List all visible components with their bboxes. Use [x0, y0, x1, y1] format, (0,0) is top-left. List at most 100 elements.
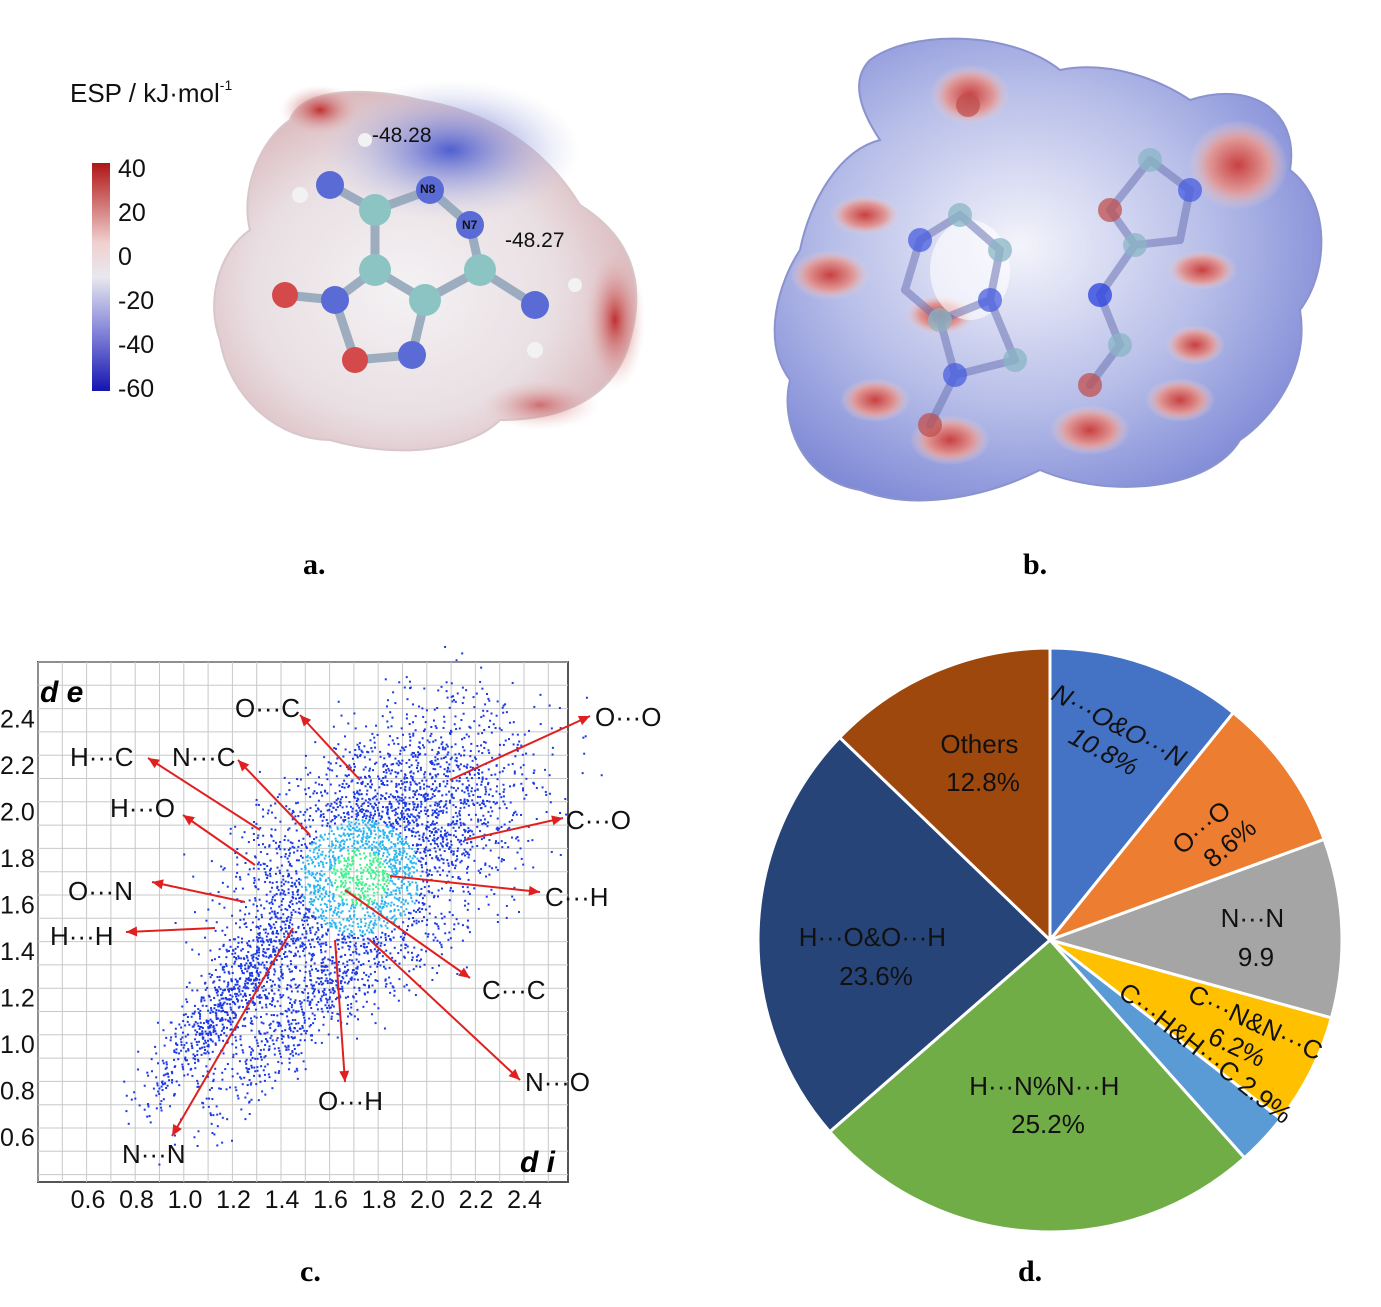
fingerprint-point — [350, 907, 353, 910]
fingerprint-point — [426, 935, 429, 938]
fingerprint-point — [146, 1115, 149, 1118]
fingerprint-point — [331, 960, 334, 963]
fingerprint-point — [408, 788, 411, 791]
fingerprint-point — [399, 912, 402, 915]
fingerprint-point — [188, 981, 191, 984]
fingerprint-point — [476, 783, 479, 786]
fingerprint-point — [398, 889, 401, 892]
fingerprint-point — [408, 884, 411, 887]
x-tick-label: 1.2 — [216, 1186, 251, 1214]
fingerprint-point — [276, 796, 279, 799]
fingerprint-point — [278, 1022, 281, 1025]
fingerprint-point — [280, 864, 283, 867]
fingerprint-point — [245, 1062, 248, 1065]
fingerprint-point — [293, 978, 296, 981]
fingerprint-point — [484, 823, 487, 826]
fingerprint-point — [226, 1002, 229, 1005]
fingerprint-point — [279, 1004, 282, 1007]
fingerprint-point — [411, 819, 414, 822]
fingerprint-point — [472, 802, 475, 805]
fingerprint-point — [221, 1004, 224, 1007]
fingerprint-point — [234, 1003, 237, 1006]
fingerprint-point — [375, 923, 378, 926]
fingerprint-point — [435, 821, 438, 824]
fingerprint-point — [264, 1038, 267, 1041]
fingerprint-point — [369, 859, 372, 862]
fingerprint-point — [428, 891, 431, 894]
fingerprint-point — [325, 878, 328, 881]
fingerprint-point — [288, 808, 291, 811]
fingerprint-point — [302, 950, 305, 953]
fingerprint-point — [494, 727, 497, 730]
fingerprint-point — [388, 966, 391, 969]
fingerprint-point — [301, 1011, 304, 1014]
fingerprint-point — [310, 891, 313, 894]
fingerprint-point — [418, 894, 421, 897]
fingerprint-point — [311, 1012, 314, 1015]
fingerprint-point — [432, 767, 435, 770]
fingerprint-point — [210, 1007, 213, 1010]
fingerprint-point — [502, 711, 505, 714]
fingerprint-point — [313, 865, 316, 868]
fingerprint-point — [380, 847, 383, 850]
fingerprint-point — [309, 965, 312, 968]
fingerprint-point — [448, 770, 451, 773]
fingerprint-point — [309, 856, 312, 859]
fingerprint-point — [319, 997, 322, 1000]
fingerprint-point — [386, 809, 389, 812]
fingerprint-point — [313, 886, 316, 889]
fingerprint-point — [407, 828, 410, 831]
fingerprint-point — [161, 1059, 164, 1062]
fingerprint-point — [420, 800, 423, 803]
fingerprint-point — [200, 1026, 203, 1029]
fingerprint-point — [304, 864, 307, 867]
fingerprint-point — [158, 1163, 161, 1166]
fingerprint-point — [312, 884, 315, 887]
contact-labels: O···C O···O H···C N···C H···O C···O O···… — [50, 693, 661, 1169]
contact-arrow — [125, 926, 216, 937]
fingerprint-point — [383, 903, 386, 906]
fingerprint-point — [374, 833, 377, 836]
fingerprint-point — [273, 1005, 276, 1008]
fingerprint-point — [194, 1038, 197, 1041]
fingerprint-point — [301, 856, 304, 859]
fingerprint-point — [397, 760, 400, 763]
fingerprint-point — [288, 944, 291, 947]
fingerprint-point — [270, 1014, 273, 1017]
fingerprint-point — [398, 862, 401, 865]
fingerprint-point — [479, 871, 482, 874]
fingerprint-point — [303, 943, 306, 946]
fingerprint-point — [326, 929, 329, 932]
fingerprint-point — [291, 809, 294, 812]
fingerprint-point — [392, 763, 395, 766]
fingerprint-point — [213, 1027, 216, 1030]
fingerprint-point — [444, 803, 447, 806]
fingerprint-point — [300, 849, 303, 852]
fingerprint-point — [260, 1055, 263, 1058]
fingerprint-point — [370, 929, 373, 932]
fingerprint-point — [454, 715, 457, 718]
fingerprint-point — [381, 840, 384, 843]
fingerprint-point — [306, 909, 309, 912]
fingerprint-point — [445, 811, 448, 814]
fingerprint-point — [180, 1043, 183, 1046]
fingerprint-point — [316, 880, 319, 883]
fingerprint-point — [331, 988, 334, 991]
fingerprint-point — [288, 950, 291, 953]
fingerprint-point — [273, 926, 276, 929]
fingerprint-point — [254, 897, 257, 900]
fingerprint-point — [459, 763, 462, 766]
fingerprint-point — [264, 1043, 267, 1046]
fingerprint-point — [306, 919, 309, 922]
fingerprint-point — [274, 1028, 277, 1031]
fingerprint-point — [559, 727, 562, 730]
fingerprint-point — [394, 702, 397, 705]
fingerprint-point — [379, 862, 382, 865]
fingerprint-point — [299, 969, 302, 972]
fingerprint-point — [336, 1012, 339, 1015]
fingerprint-point — [211, 1098, 214, 1101]
fingerprint-point — [392, 986, 395, 989]
fingerprint-point — [276, 911, 279, 914]
fingerprint-point — [301, 933, 304, 936]
fingerprint-point — [353, 1015, 356, 1018]
